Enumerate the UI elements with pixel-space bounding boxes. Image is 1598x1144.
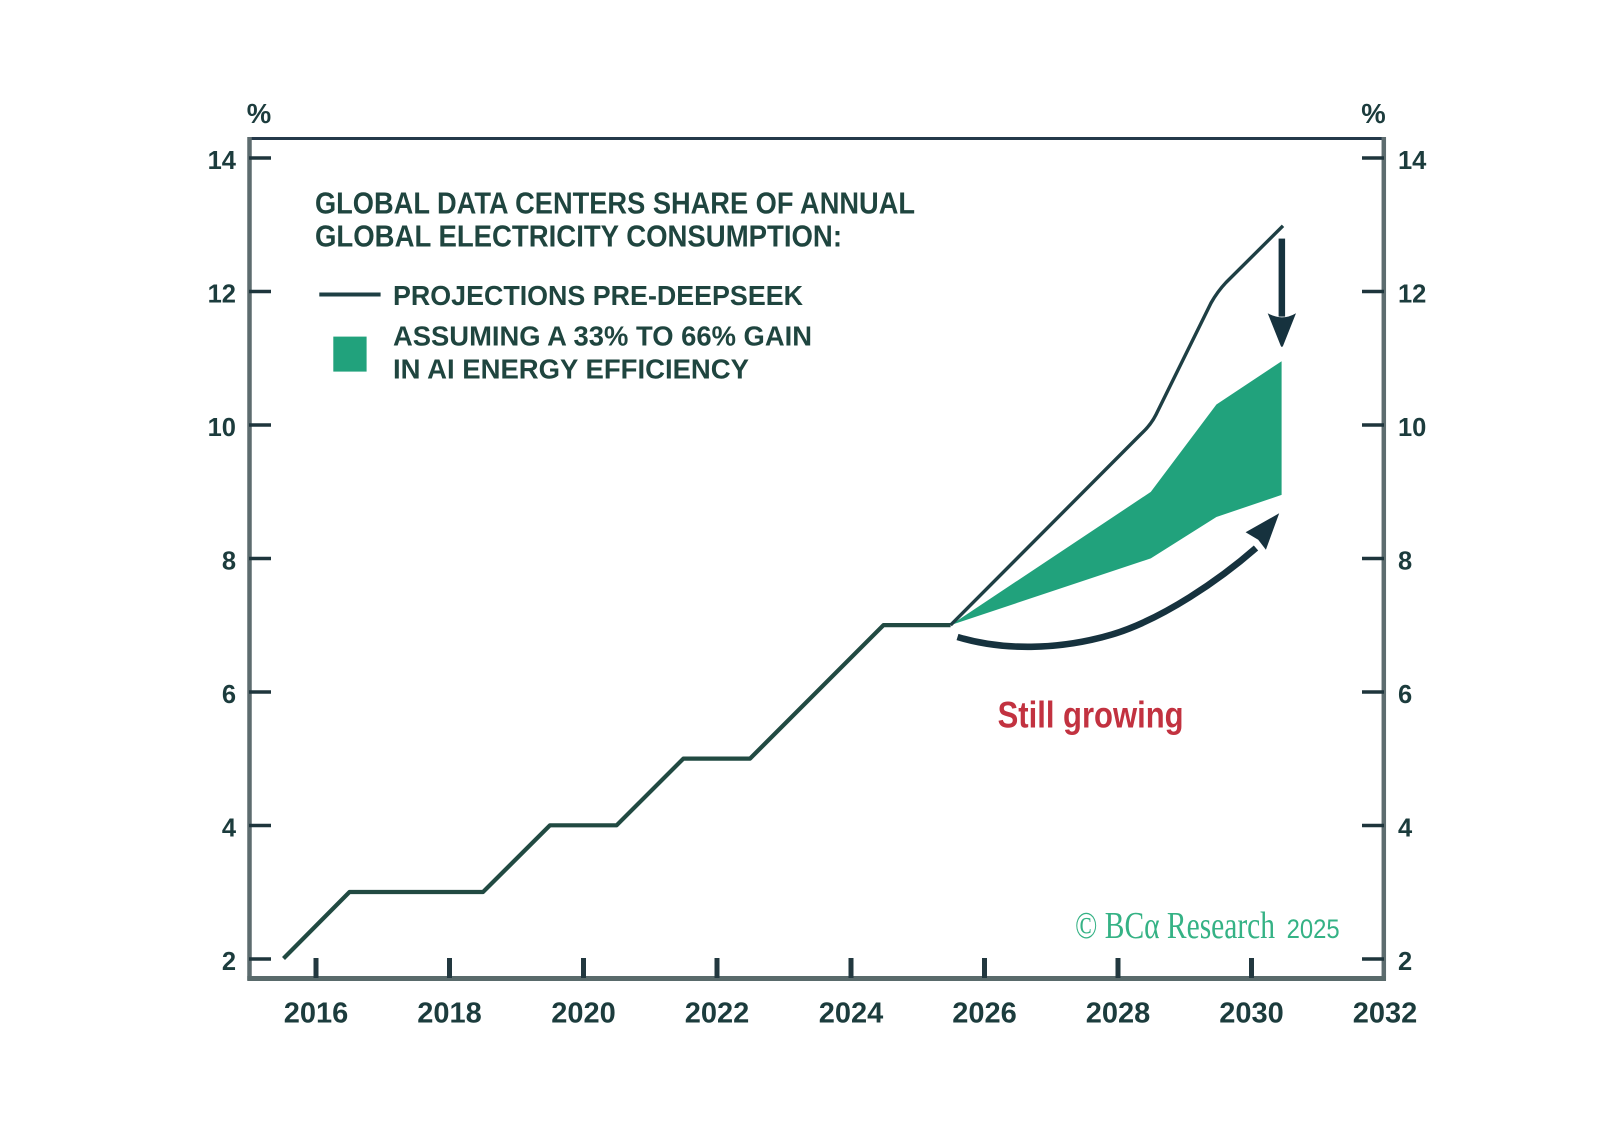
svg-text:2: 2 (1398, 948, 1412, 976)
svg-text:2: 2 (222, 948, 236, 976)
svg-text:ASSUMING A 33% TO 66% GAIN: ASSUMING A 33% TO 66% GAIN (393, 321, 812, 352)
svg-text:2025: 2025 (1287, 914, 1340, 944)
svg-text:2016: 2016 (284, 998, 349, 1030)
svg-text:14: 14 (1398, 147, 1427, 175)
svg-text:12: 12 (1398, 281, 1426, 309)
svg-text:%: % (247, 98, 271, 129)
svg-text:2020: 2020 (551, 998, 616, 1030)
svg-text:2028: 2028 (1086, 998, 1151, 1030)
svg-text:2022: 2022 (685, 998, 750, 1030)
svg-text:8: 8 (1398, 548, 1412, 576)
svg-text:8: 8 (222, 548, 236, 576)
svg-text:6: 6 (1398, 681, 1412, 709)
svg-text:14: 14 (208, 147, 237, 175)
svg-text:GLOBAL ELECTRICITY CONSUMPTION: GLOBAL ELECTRICITY CONSUMPTION: (315, 218, 842, 253)
svg-text:2024: 2024 (819, 998, 884, 1030)
svg-text:10: 10 (1398, 414, 1426, 442)
svg-text:PROJECTIONS PRE-DEEPSEEK: PROJECTIONS PRE-DEEPSEEK (393, 280, 803, 311)
svg-text:Still growing: Still growing (998, 694, 1184, 736)
svg-text:2030: 2030 (1219, 998, 1284, 1030)
svg-text:2026: 2026 (952, 998, 1017, 1030)
svg-text:4: 4 (1398, 815, 1413, 843)
svg-text:12: 12 (208, 281, 236, 309)
svg-text:IN AI ENERGY EFFICIENCY: IN AI ENERGY EFFICIENCY (393, 354, 749, 385)
svg-text:%: % (1361, 98, 1385, 129)
svg-text:10: 10 (208, 414, 236, 442)
svg-text:© BCα Research: © BCα Research (1075, 905, 1275, 947)
svg-text:6: 6 (222, 681, 236, 709)
svg-text:4: 4 (222, 815, 237, 843)
svg-text:2032: 2032 (1353, 998, 1418, 1030)
svg-text:2018: 2018 (417, 998, 482, 1030)
svg-text:GLOBAL DATA CENTERS SHARE OF A: GLOBAL DATA CENTERS SHARE OF ANNUAL (315, 186, 915, 221)
